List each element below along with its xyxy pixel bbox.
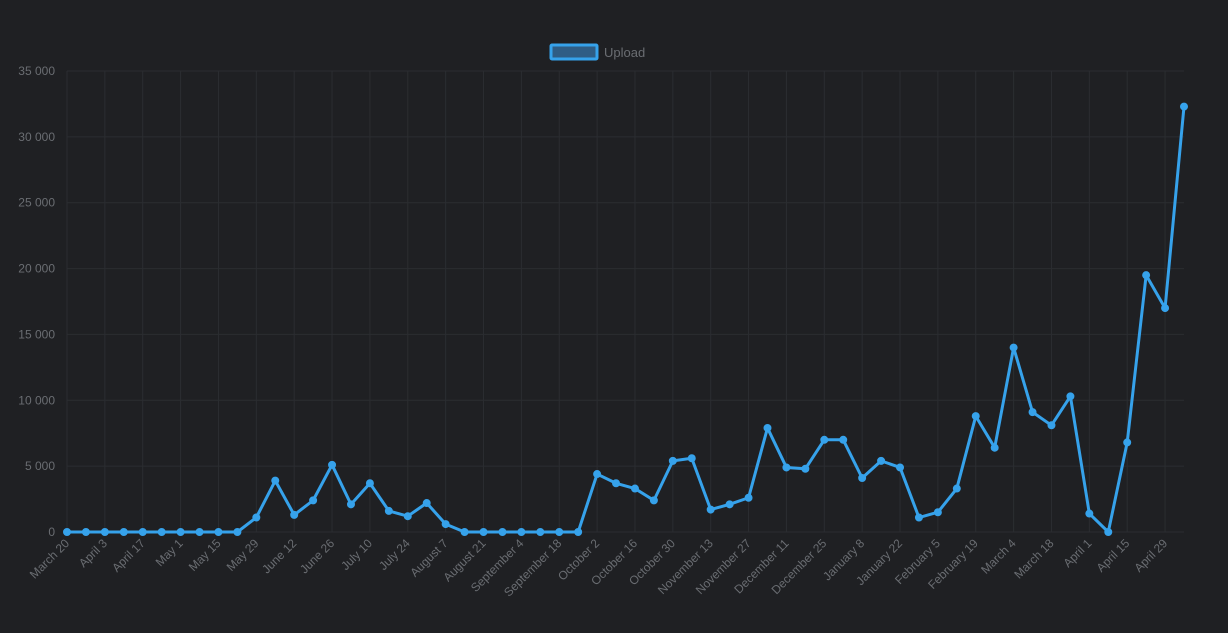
y-tick-label: 5 000 — [25, 459, 55, 473]
data-point-upload[interactable] — [290, 510, 299, 519]
y-tick-label: 20 000 — [18, 262, 55, 276]
data-point-upload[interactable] — [593, 470, 602, 479]
data-point-upload[interactable] — [252, 513, 261, 522]
data-point-upload[interactable] — [952, 484, 961, 493]
y-tick-label: 25 000 — [18, 196, 55, 210]
y-tick-label: 15 000 — [18, 327, 55, 341]
data-point-upload[interactable] — [971, 412, 980, 421]
data-point-upload[interactable] — [1009, 343, 1018, 352]
data-point-upload[interactable] — [990, 443, 999, 452]
data-point-upload[interactable] — [195, 528, 204, 536]
data-point-upload[interactable] — [668, 456, 677, 465]
data-point-upload[interactable] — [1123, 438, 1132, 447]
legend-swatch-upload[interactable] — [549, 43, 599, 61]
data-point-upload[interactable] — [1028, 408, 1037, 417]
data-point-upload[interactable] — [574, 528, 583, 536]
data-point-upload[interactable] — [858, 473, 867, 482]
data-point-upload[interactable] — [63, 528, 71, 536]
legend-label-upload[interactable]: Upload — [604, 45, 645, 60]
data-point-upload[interactable] — [460, 528, 469, 536]
upload-data-points — [63, 102, 1188, 536]
data-point-upload[interactable] — [517, 528, 526, 536]
data-point-upload[interactable] — [498, 528, 507, 536]
data-point-upload[interactable] — [536, 528, 545, 536]
data-point-upload[interactable] — [384, 506, 393, 515]
y-tick-label: 0 — [48, 525, 55, 539]
data-point-upload[interactable] — [328, 460, 337, 469]
data-point-upload[interactable] — [725, 500, 734, 509]
data-point-upload[interactable] — [441, 520, 450, 529]
data-point-upload[interactable] — [1047, 421, 1056, 430]
data-point-upload[interactable] — [100, 528, 109, 536]
data-point-upload[interactable] — [157, 528, 166, 536]
data-point-upload[interactable] — [1066, 392, 1075, 401]
data-point-upload[interactable] — [233, 528, 242, 536]
data-point-upload[interactable] — [555, 528, 564, 536]
y-tick-label: 35 000 — [18, 64, 55, 78]
y-axis-tick-labels: 0 5 000 10 000 15 000 20 000 25 000 30 000 35 0… — [18, 64, 55, 539]
data-point-upload[interactable] — [744, 493, 753, 502]
data-point-upload[interactable] — [877, 456, 886, 465]
grid-lines — [66, 70, 1184, 533]
data-point-upload[interactable] — [763, 423, 772, 432]
data-point-upload[interactable] — [1085, 509, 1094, 518]
data-point-upload[interactable] — [801, 464, 810, 473]
data-point-upload[interactable] — [346, 500, 355, 509]
y-tick-label: 10 000 — [18, 393, 55, 407]
data-point-upload[interactable] — [630, 484, 639, 493]
legend[interactable]: Upload — [549, 43, 645, 61]
data-point-upload[interactable] — [933, 508, 942, 517]
data-point-upload[interactable] — [1104, 528, 1113, 536]
y-tick-label: 30 000 — [18, 130, 55, 144]
data-point-upload[interactable] — [403, 512, 412, 521]
data-point-upload[interactable] — [649, 496, 658, 505]
data-point-upload[interactable] — [138, 528, 147, 536]
data-point-upload[interactable] — [687, 454, 696, 463]
data-point-upload[interactable] — [839, 435, 848, 444]
data-point-upload[interactable] — [214, 528, 223, 536]
data-point-upload[interactable] — [479, 528, 488, 536]
data-point-upload[interactable] — [914, 513, 923, 522]
data-point-upload[interactable] — [1180, 102, 1188, 111]
data-point-upload[interactable] — [81, 528, 90, 536]
data-point-upload[interactable] — [422, 499, 431, 508]
data-point-upload[interactable] — [1161, 304, 1170, 313]
data-point-upload[interactable] — [119, 528, 128, 536]
data-point-upload[interactable] — [309, 496, 318, 505]
data-point-upload[interactable] — [896, 463, 905, 472]
data-point-upload[interactable] — [612, 479, 621, 488]
data-point-upload[interactable] — [820, 435, 829, 444]
data-point-upload[interactable] — [365, 479, 374, 488]
data-point-upload[interactable] — [706, 505, 715, 514]
data-point-upload[interactable] — [782, 463, 791, 472]
data-point-upload[interactable] — [1142, 271, 1151, 280]
data-point-upload[interactable] — [176, 528, 185, 536]
data-point-upload[interactable] — [271, 476, 280, 485]
